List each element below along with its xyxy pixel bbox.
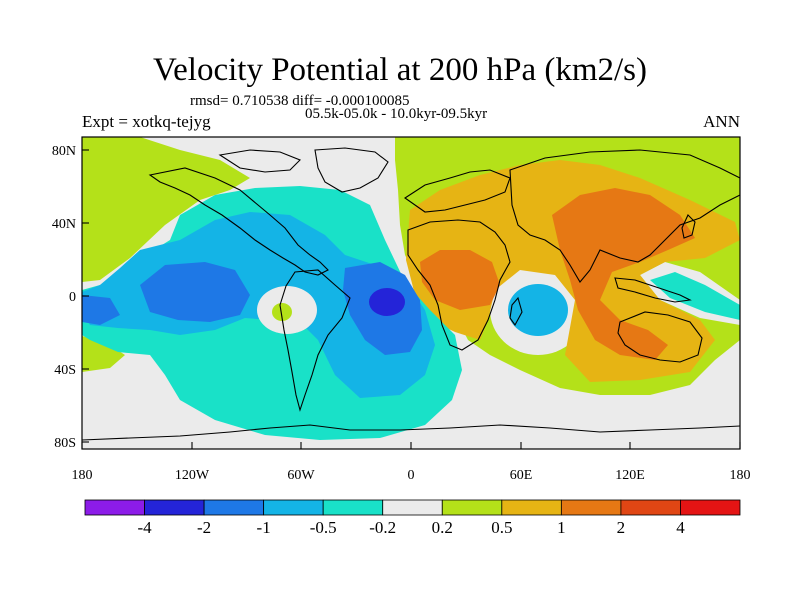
colorbar-label: -2 [196,518,212,537]
x-tick-label: 60E [510,468,533,483]
plot-title: Velocity Potential at 200 hPa (km2/s) [152,52,648,88]
coast-arctic-canada [218,149,301,173]
y-tick-label: 80S [54,436,76,451]
colorbar-swatch [144,499,205,516]
field-neg-max-atlantic [369,288,405,316]
coast-australia [617,311,703,363]
colorbar-swatch [263,499,324,516]
field-pos-strong-asia [552,188,695,360]
coast-south-america [279,269,351,412]
colorbar-label: 4 [676,518,685,537]
colorbar-label: 2 [616,518,626,537]
x-tick-label: 0 [408,468,415,483]
colorbar-swatch [84,499,145,516]
colorbar-label: 0.5 [491,518,513,537]
coast-europe [404,169,511,213]
coastlines [82,147,740,441]
x-tick-label: 120W [175,468,210,483]
season-label: ANN [703,112,740,131]
coast-antarctica [82,424,740,441]
field-pos-weak-south-america [272,303,292,321]
field-pos-weak-nw [82,137,250,282]
period-label: 05.5k-05.0k - 10.0kyr-09.5kyr [305,106,488,122]
experiment-label: Expt = xotkq-tejyg [82,112,211,131]
field-neg-strong-west-pacific [82,295,120,325]
field-pos-weak-sw [82,336,125,372]
colorbar-label: 0.2 [431,518,453,537]
colorbar-swatch [560,499,622,516]
coast-greenland [314,147,389,193]
colorbar-swatch [382,499,443,516]
coast-madagascar [509,296,523,327]
colorbar-label: -4 [137,518,152,537]
coast-asia [509,149,740,283]
x-tick-label: 60W [287,468,315,483]
coast-japan [681,214,696,239]
y-tick-label: 40N [52,217,76,232]
coast-indonesia [614,277,692,303]
colorbar-swatch [620,499,681,516]
x-tick-label: 120E [615,468,645,483]
field-pos-strong-africa [420,250,500,310]
tick-marks [81,149,741,449]
colorbar-swatch [203,499,265,516]
coast-africa [407,219,511,351]
coast-north-america [148,167,329,276]
colorbar-label: -0.5 [309,518,337,537]
x-tick-label: 180 [72,468,93,483]
y-tick-label: 40S [54,363,76,378]
y-tick-label: 0 [69,290,76,305]
colorbar-swatch [322,499,384,516]
field-neg-weak-nw-pacific [650,272,740,320]
y-tick-label: 80N [52,144,76,159]
x-tick-label: 180 [730,468,751,483]
colorbar-label: 1 [557,518,566,537]
field-neg-strong-east-pacific [140,262,250,322]
colorbar [84,499,741,516]
colorbar-swatch [501,499,562,516]
rmsd-diff-label: rmsd= 0.710538 diff= -0.000100085 [190,93,410,109]
colorbar-label: -1 [256,518,271,537]
field-neg-mid-indian-ocean [508,284,568,336]
colorbar-swatch [680,499,741,516]
colorbar-swatch [441,499,503,516]
colorbar-label: -0.2 [369,518,397,537]
